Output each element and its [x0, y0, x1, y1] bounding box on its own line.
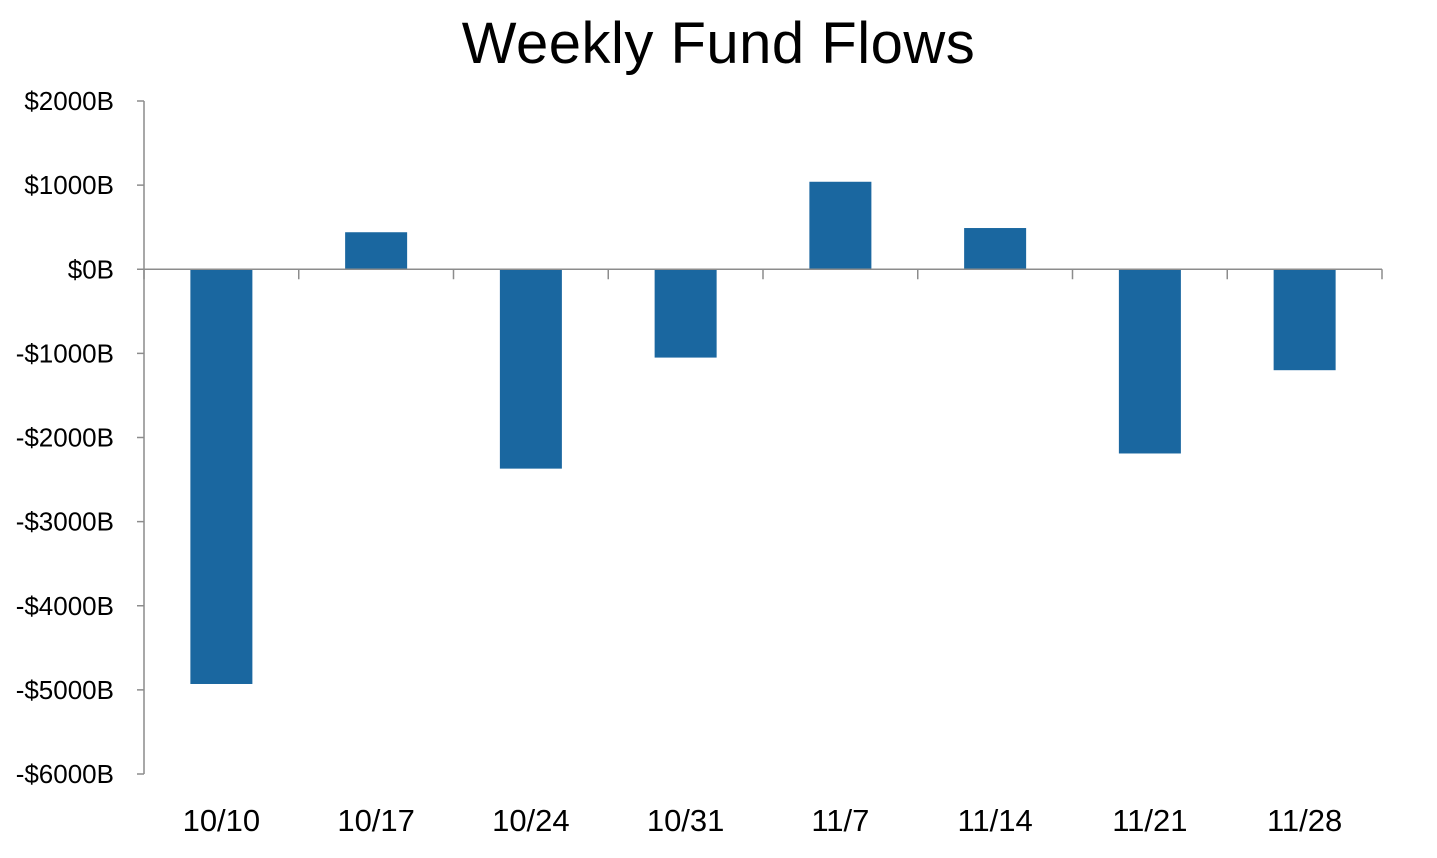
bar-11-21: [1118, 269, 1181, 454]
y-tick-label: -$3000B: [16, 507, 114, 537]
bar-11-28: [1273, 269, 1336, 371]
y-tick-label: $1000B: [24, 170, 114, 200]
x-tick-labels-group: 10/10 10/17 10/24 10/31 11/7 11/14 11/21 11/28: [183, 803, 1343, 838]
bar-11-7: [809, 181, 872, 270]
bar-11-14: [964, 228, 1027, 270]
y-tick-label: -$1000B: [16, 338, 114, 368]
bar-10-31: [654, 269, 717, 358]
bar-10-17: [345, 232, 408, 270]
bar-10-10: [190, 269, 253, 684]
x-category-label: 11/21: [1112, 803, 1187, 838]
chart-title: Weekly Fund Flows: [461, 11, 976, 76]
x-category-label: 10/10: [183, 803, 261, 838]
y-tick-label: $0B: [68, 254, 114, 284]
x-category-label: 10/17: [337, 803, 415, 838]
x-category-label: 11/14: [957, 803, 1032, 838]
bar-10-24: [499, 269, 562, 469]
y-tick-labels-group: $2000B $1000B $0B -$1000B -$2000B -$3000B -$40…: [16, 86, 114, 789]
y-tick-label: -$6000B: [16, 759, 114, 789]
x-category-label: 10/31: [647, 803, 725, 838]
bars-group: [190, 181, 1336, 684]
x-category-label: 10/24: [492, 803, 570, 838]
y-tick-label: -$2000B: [16, 423, 114, 453]
y-tick-label: -$4000B: [16, 591, 114, 621]
y-tick-label: $2000B: [24, 86, 114, 116]
y-tick-label: -$5000B: [16, 675, 114, 705]
axes-group: [137, 100, 1383, 775]
x-category-label: 11/7: [811, 803, 869, 838]
x-category-label: 11/28: [1267, 803, 1342, 838]
